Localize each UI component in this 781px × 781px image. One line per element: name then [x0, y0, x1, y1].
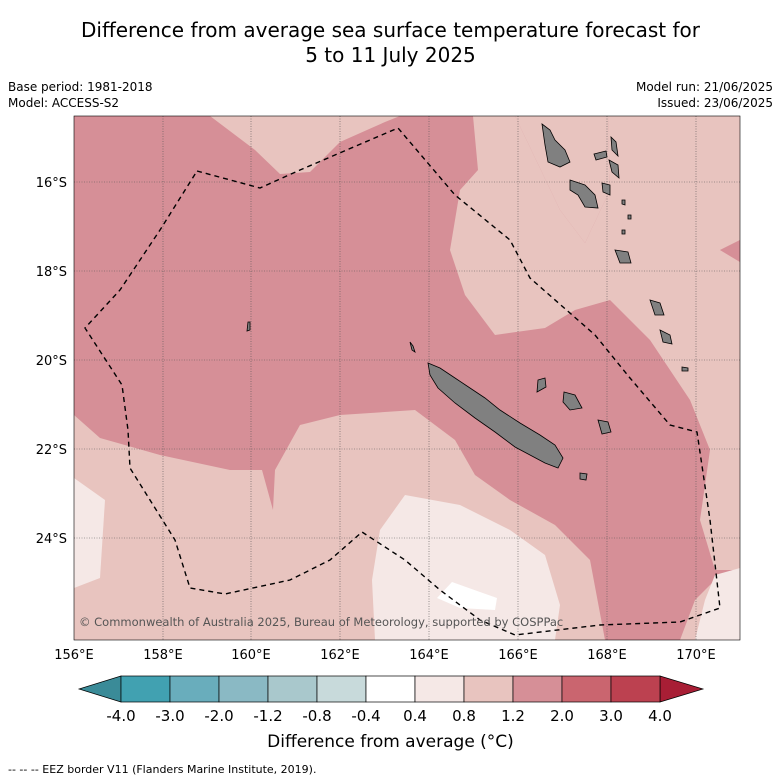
colorbar-tick-label: -3.0 — [155, 707, 184, 725]
anomaly-band-0.4-0.8-south — [372, 495, 560, 640]
anomaly-band-0.8-1.2-central — [450, 116, 740, 570]
lon-tick: 160°E — [231, 648, 271, 663]
colorbar-segment — [610, 675, 661, 703]
colorbar-tick-label: -4.0 — [106, 707, 135, 725]
land-masses — [246, 123, 689, 481]
sst-anomaly-field: © Commonwealth of Australia 2025, Bureau… — [74, 116, 740, 640]
island-erromango — [649, 299, 665, 316]
colorbar-segment — [218, 675, 269, 703]
anomaly-band-0.8-1.2-north — [210, 116, 400, 174]
title-line-1: Difference from average sea surface temp… — [80, 18, 700, 42]
model-run: Model run: 21/06/2025 — [635, 80, 773, 94]
lon-tick: 170°E — [676, 648, 716, 663]
colorbar-tick-label: 3.0 — [599, 707, 623, 725]
island-ambae — [593, 150, 608, 161]
island-lifou — [562, 391, 583, 411]
colorbar-segment — [316, 675, 367, 703]
colorbar-segment — [169, 675, 220, 703]
lat-tick: 18°S — [36, 265, 67, 280]
anomaly-patch-east-edge — [720, 240, 740, 262]
island-malekula — [569, 179, 599, 209]
island-isle-of-pines — [579, 472, 588, 481]
lat-tick: 22°S — [36, 443, 67, 458]
island-ambrym — [601, 182, 611, 196]
colorbar-segment — [267, 675, 318, 703]
colorbar-segment — [365, 675, 416, 703]
island-shepherd — [627, 214, 632, 220]
island-ouvea — [536, 377, 547, 393]
lon-tick: 158°E — [143, 648, 183, 663]
colorbar-tick-label: 1.2 — [501, 707, 525, 725]
map-title: Difference from average sea surface temp… — [0, 18, 781, 68]
lat-tick: 24°S — [36, 532, 67, 547]
colorbar-title: Difference from average (°C) — [267, 732, 514, 752]
island-new-caledonia — [427, 362, 564, 469]
anomaly-band-neutral — [437, 582, 497, 610]
lon-tick: 166°E — [498, 648, 538, 663]
island-chesterfield — [246, 321, 251, 332]
colorbar-tick-label: 0.4 — [403, 707, 427, 725]
issued-date: Issued: 23/06/2025 — [657, 96, 773, 110]
island-tanna — [659, 329, 673, 345]
lon-tick: 156°E — [54, 648, 94, 663]
colorbar-tick-label: 2.0 — [550, 707, 574, 725]
island-maewo — [610, 135, 619, 158]
eez-border — [84, 127, 721, 636]
colorbar: -4.0 -3.0 -2.0 -1.2 -0.8 -0.4 0.4 0.8 1.2 2.0 3.0 4… — [77, 675, 705, 725]
colorbar-segment — [512, 675, 563, 703]
colorbar-over-arrow — [659, 675, 705, 703]
anomaly-band-0.4-0.8-southeast — [695, 568, 740, 640]
anomaly-band-0.4-0.8-southwest — [74, 478, 105, 588]
colorbar-tick-label: -0.4 — [351, 707, 380, 725]
lat-tick-labels: 16°S 18°S 20°S 22°S 24°S — [36, 176, 67, 547]
island-efate — [614, 249, 632, 264]
meta-right: Model run: 21/06/2025 Issued: 23/06/2025 — [636, 79, 773, 111]
copyright-notice: © Commonwealth of Australia 2025, Bureau… — [79, 615, 563, 629]
island-aneityum — [681, 366, 689, 372]
lon-tick-labels: 156°E 158°E 160°E 162°E 164°E 166°E 168°… — [54, 648, 716, 663]
colorbar-tick-label: -2.0 — [204, 707, 233, 725]
lon-tick: 162°E — [320, 648, 360, 663]
colorbar-under-arrow — [77, 675, 122, 703]
colorbar-segment — [561, 675, 612, 703]
island-mare — [597, 419, 612, 435]
colorbar-segment — [120, 675, 171, 703]
island-belep — [409, 341, 416, 353]
island-pentecost — [608, 159, 620, 179]
colorbar-tick-label: 0.8 — [452, 707, 476, 725]
colorbar-tick-label: -1.2 — [253, 707, 282, 725]
map-frame — [73, 115, 741, 641]
island-epi — [621, 199, 626, 206]
colorbar-tick-label: -0.8 — [302, 707, 331, 725]
lat-tick: 16°S — [36, 176, 67, 191]
colorbar-segment — [414, 675, 465, 703]
lon-tick: 164°E — [409, 648, 449, 663]
model-name: Model: ACCESS-S2 — [8, 96, 120, 110]
island-tongoa — [621, 229, 626, 235]
title-line-2: 5 to 11 July 2025 — [305, 43, 476, 67]
graticule — [74, 116, 740, 640]
eez-legend: -- -- -- EEZ border V11 (Flanders Marine… — [8, 763, 317, 776]
lon-tick: 168°E — [587, 648, 627, 663]
lat-tick: 20°S — [36, 354, 67, 369]
colorbar-segment — [463, 675, 514, 703]
base-period: Base period: 1981-2018 — [8, 80, 153, 94]
colorbar-tick-label: 4.0 — [648, 707, 672, 725]
meta-left: Base period: 1981-2018 Model: ACCESS-S2 — [8, 79, 153, 111]
island-espiritu-santo — [541, 123, 571, 168]
